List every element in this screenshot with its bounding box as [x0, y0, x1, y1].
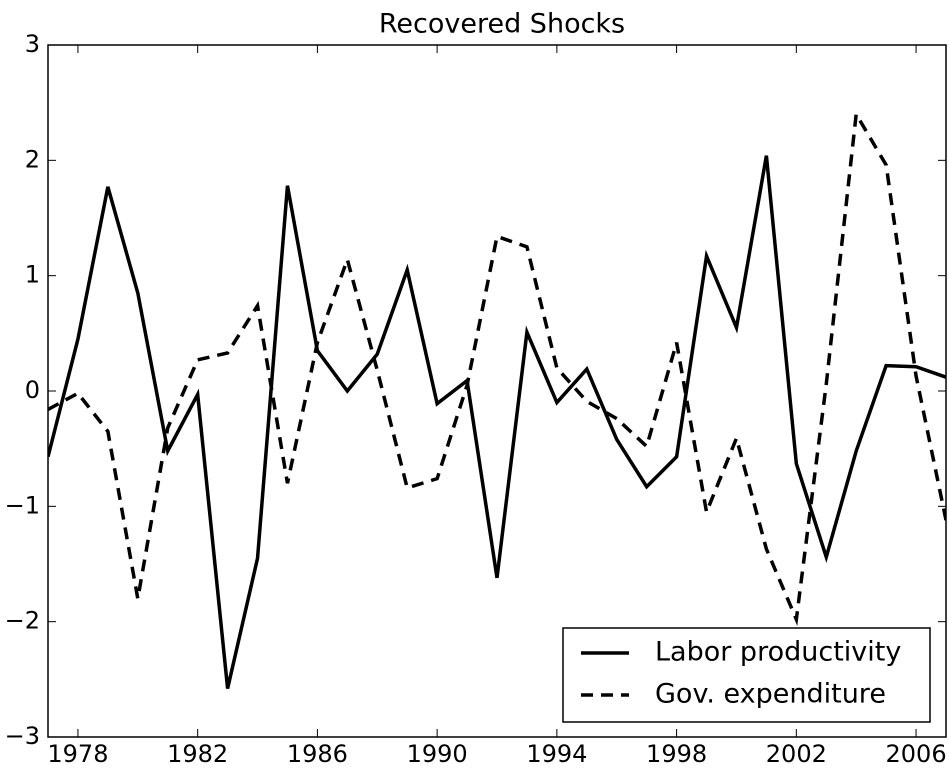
x-tick-label: 1994 — [526, 740, 587, 768]
y-tick-label: 2 — [25, 145, 40, 173]
x-tick-label: 2006 — [886, 740, 947, 768]
x-tick-label: 1982 — [167, 740, 228, 768]
legend-box — [562, 627, 931, 723]
legend-label: Labor productivity — [655, 637, 901, 668]
x-tick-label: 1978 — [47, 740, 108, 768]
series-line — [48, 108, 946, 626]
series-line — [48, 155, 946, 689]
y-tick-label: −1 — [5, 491, 40, 519]
x-tick-label: 1986 — [287, 740, 348, 768]
y-tick-label: 1 — [25, 261, 40, 289]
x-tick-label: 2002 — [766, 740, 827, 768]
chart-title: Recovered Shocks — [379, 9, 625, 40]
plot-frame — [47, 44, 947, 738]
y-tick-label: 0 — [25, 376, 40, 404]
plot-lines — [48, 108, 946, 689]
y-tick-label: −2 — [5, 607, 40, 635]
y-tick-label: 3 — [25, 30, 40, 58]
legend-label: Gov. expenditure — [655, 679, 886, 710]
x-tick-label: 1990 — [407, 740, 468, 768]
x-tick-label: 1998 — [646, 740, 707, 768]
y-tick-label: −3 — [5, 722, 40, 750]
